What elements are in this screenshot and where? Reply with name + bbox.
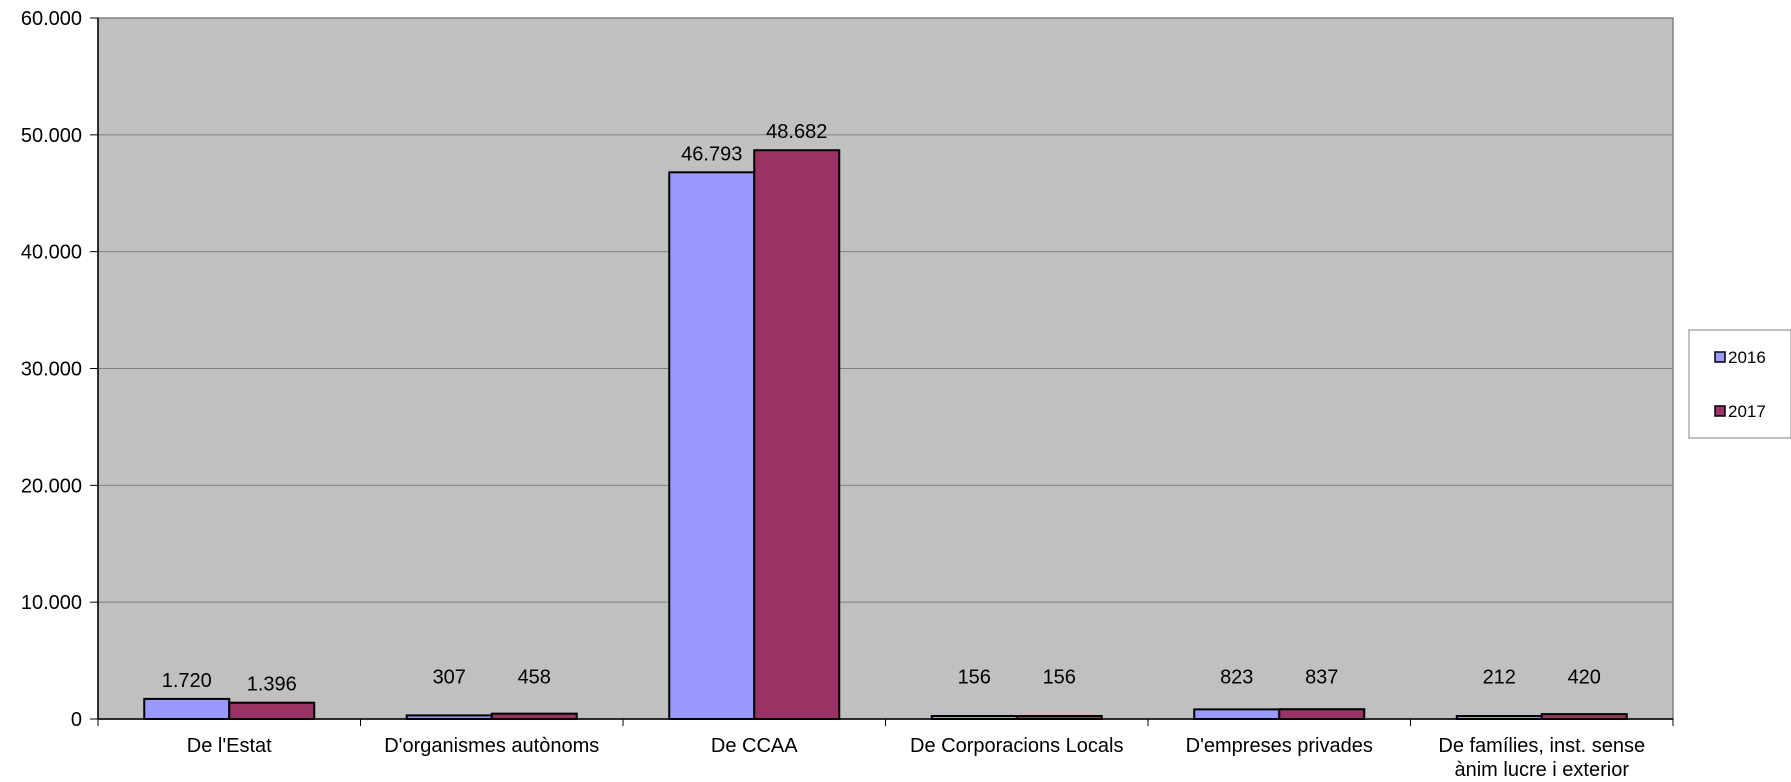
data-label-2016-5: 212 — [1483, 667, 1516, 689]
data-label-2017-4: 837 — [1305, 667, 1338, 689]
y-tick-label: 50.000 — [21, 125, 82, 147]
legend-swatch-2017 — [1714, 405, 1726, 417]
legend-box — [1688, 329, 1791, 439]
bar-2017-1 — [490, 712, 578, 721]
grid-lines — [98, 17, 1673, 603]
x-category-label: De l'Estat — [187, 735, 272, 757]
data-label-2016-2: 46.793 — [681, 143, 742, 165]
data-labels: 1.720 1.396 307 458 46.793 48.682 156 156 823 837… — [162, 121, 1601, 695]
y-tick-label: 0 — [71, 709, 82, 731]
x-category-label: De Corporacions Locals — [910, 735, 1123, 757]
y-tick-label: 20.000 — [21, 475, 82, 497]
bars — [143, 149, 1628, 721]
bar-2016-2 — [668, 171, 756, 721]
legend-swatch-2016 — [1714, 351, 1726, 363]
bar-2017-0 — [228, 701, 316, 720]
y-axis-tick-labels: 0 10.000 20.000 30.000 40.000 50.000 60.000 — [21, 8, 82, 731]
x-category-label: ànim lucre i exterior — [1454, 759, 1629, 781]
data-label-2017-1: 458 — [518, 667, 551, 689]
legend-label-2017: 2017 — [1728, 402, 1766, 421]
data-label-2016-3: 156 — [958, 667, 991, 689]
y-tick-label: 40.000 — [21, 242, 82, 264]
x-category-label: D'empreses privades — [1186, 735, 1373, 757]
legend-label-2016: 2016 — [1728, 348, 1766, 367]
bar-2017-4 — [1278, 708, 1366, 721]
y-tick-label: 60.000 — [21, 8, 82, 30]
y-tick-label: 30.000 — [21, 359, 82, 381]
legend: 2016 2017 — [1688, 329, 1791, 439]
bar-2016-4 — [1193, 708, 1281, 721]
data-label-2016-0: 1.720 — [162, 670, 212, 692]
x-category-label: De famílies, inst. sense — [1438, 735, 1645, 757]
axes — [90, 17, 1674, 726]
x-axis-category-labels: De l'Estat D'organismes autònoms De CCAA De… — [187, 735, 1645, 781]
data-label-2017-3: 156 — [1043, 667, 1076, 689]
data-label-2016-1: 307 — [433, 667, 466, 689]
data-label-2017-0: 1.396 — [247, 674, 297, 696]
bar-2017-2 — [753, 149, 841, 720]
y-tick-label: 10.000 — [21, 592, 82, 614]
data-label-2017-5: 420 — [1568, 667, 1601, 689]
x-category-label: De CCAA — [711, 735, 798, 757]
x-category-label: D'organismes autònoms — [384, 735, 599, 757]
bar-2016-0 — [143, 697, 231, 720]
data-label-2017-2: 48.682 — [766, 121, 827, 143]
data-label-2016-4: 823 — [1220, 667, 1253, 689]
